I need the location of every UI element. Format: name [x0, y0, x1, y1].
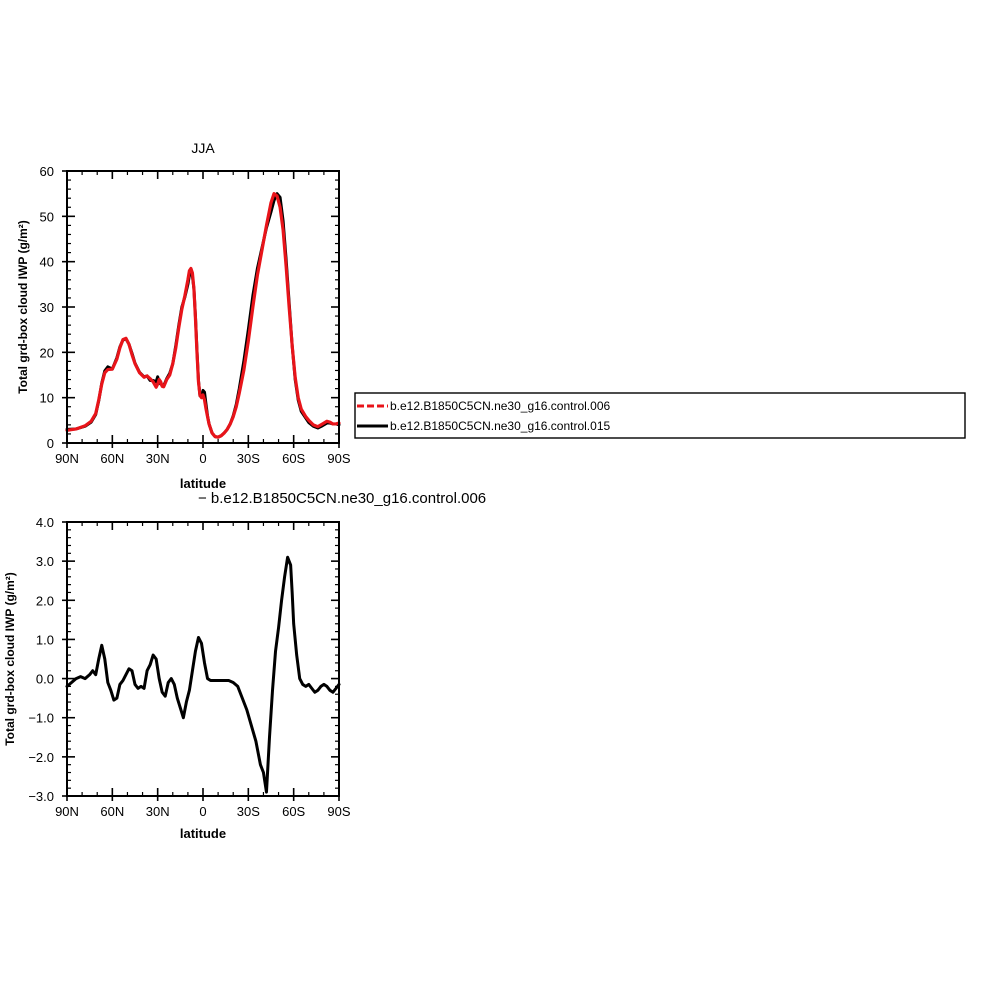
x-tick-label: 30S [237, 451, 260, 466]
x-tick-label: 60S [282, 451, 305, 466]
legend: b.e12.B1850C5CN.ne30_g16.control.006 b.e… [354, 392, 966, 439]
series-line-0 [65, 192, 341, 439]
top-panel-frame [66, 170, 340, 444]
y-tick-label: 0 [47, 436, 54, 451]
x-tick-label: 90S [327, 451, 350, 466]
x-tick-label: 60S [282, 804, 305, 819]
legend-label-1: b.e12.B1850C5CN.ne30_g16.control.015 [390, 419, 610, 433]
y-tick-label: 10 [40, 391, 54, 406]
legend-label-0: b.e12.B1850C5CN.ne30_g16.control.006 [390, 399, 610, 413]
y-tick-label: 3.0 [36, 554, 54, 569]
top-panel-ylabel: Total grd-box cloud IWP (g/m²) [16, 220, 30, 394]
y-tick-label: −2.0 [28, 750, 54, 765]
y-tick-label: −1.0 [28, 711, 54, 726]
x-tick-label: 90S [327, 804, 350, 819]
legend-box [354, 392, 966, 439]
y-tick-label: 60 [40, 164, 54, 179]
x-tick-label: 30N [146, 804, 170, 819]
series-line-0 [65, 555, 341, 794]
x-tick-label: 60N [100, 451, 124, 466]
bottom-panel-xlabel: latitude [180, 826, 226, 841]
x-tick-label: 0 [199, 804, 206, 819]
y-tick-label: 20 [40, 345, 54, 360]
bottom-panel-title: − b.e12.B1850C5CN.ne30_g16.control.006 [198, 490, 486, 507]
top-panel: JJA 90N 60N 30N 0 30S 60S 90S 0 10 20 30 40 50 60 lat… [16, 140, 351, 491]
top-panel-title: JJA [191, 140, 215, 156]
x-tick-label: 90N [55, 451, 79, 466]
y-tick-label: 2.0 [36, 593, 54, 608]
y-tick-label: 50 [40, 209, 54, 224]
x-tick-label: 30S [237, 804, 260, 819]
y-tick-label: −3.0 [28, 789, 54, 804]
bottom-panel-frame [66, 521, 340, 797]
x-tick-label: 0 [199, 451, 206, 466]
bottom-panel-lines [65, 555, 341, 794]
x-tick-label: 30N [146, 451, 170, 466]
y-tick-label: 1.0 [36, 632, 54, 647]
y-tick-label: 40 [40, 255, 54, 270]
top-panel-xlabel: latitude [180, 476, 226, 491]
bottom-panel-ylabel: Total grd-box cloud IWP (g/m²) [3, 572, 17, 746]
bottom-panel: − b.e12.B1850C5CN.ne30_g16.control.006 9… [3, 490, 486, 841]
top-panel-ticks [62, 170, 340, 448]
x-tick-label: 90N [55, 804, 79, 819]
y-tick-label: 0.0 [36, 672, 54, 687]
top-panel-tick-labels: 90N 60N 30N 0 30S 60S 90S 0 10 20 30 40 50 60 [40, 164, 351, 466]
x-tick-label: 60N [100, 804, 124, 819]
y-tick-label: 30 [40, 300, 54, 315]
top-panel-lines [65, 192, 341, 439]
y-tick-label: 4.0 [36, 515, 54, 530]
bottom-panel-tick-labels: 90N 60N 30N 0 30S 60S 90S 4.0 3.0 2.0 1.0 0.0 −1.0 −2… [28, 515, 351, 819]
